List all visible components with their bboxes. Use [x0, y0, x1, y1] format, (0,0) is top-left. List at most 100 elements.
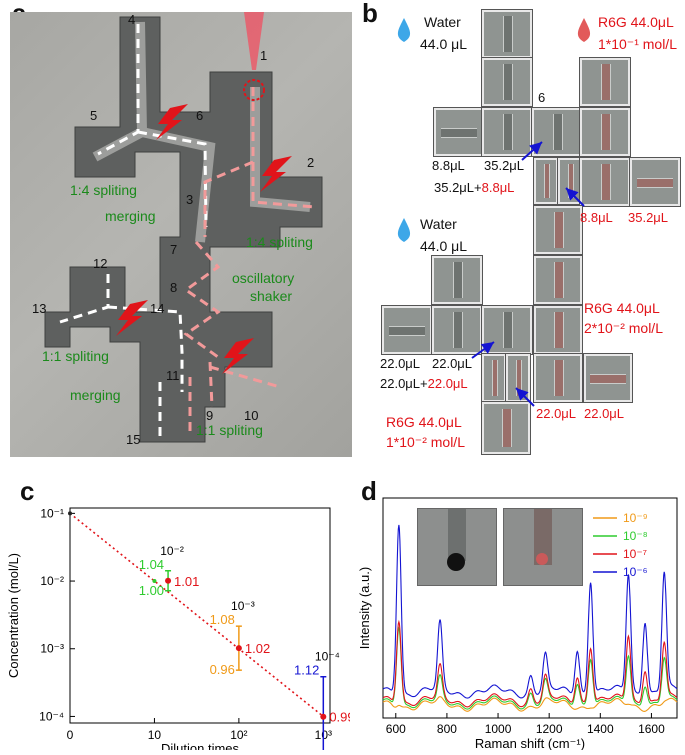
node-9: 9: [206, 408, 214, 423]
x-tick-label: 1400: [587, 722, 614, 736]
water-drop-icon: [397, 18, 411, 42]
panel-d: d 600 800 1000 1200 1400 1600 Raman shift (cm⁻…: [355, 476, 685, 751]
node-14: 14: [150, 301, 165, 316]
arrow: [521, 141, 543, 161]
spectrum-line: [382, 619, 678, 708]
x-tick-label: 10²: [230, 728, 247, 742]
measurement-point: [320, 713, 327, 720]
node-3: 3: [186, 192, 194, 207]
reference-line: [69, 512, 324, 718]
right-volume-b: 35.2μL: [628, 210, 669, 225]
bottom-right-volume-b: 22.0μL: [584, 406, 625, 421]
node-10: 10: [244, 408, 259, 423]
node-4: 4: [128, 12, 136, 27]
node-1: 1: [260, 48, 268, 63]
annot-1-1-splitting-bottom: 1:1 spliting: [196, 422, 263, 438]
exponent-label: 10⁻⁴: [315, 650, 340, 664]
r6g-top-concentration: 1*10⁻¹ mol/L: [598, 36, 677, 52]
legend-label: 10⁻⁸: [623, 529, 648, 543]
r6g-mid-label: R6G 44.0μL: [584, 300, 660, 316]
water-drop-icon: [397, 218, 411, 242]
node-2: 2: [307, 155, 315, 170]
tile: [482, 108, 532, 156]
panel-a: a: [0, 0, 360, 462]
measurement-label: 0.99: [329, 710, 350, 725]
panel-b-label: b: [362, 0, 378, 28]
plot-frame: [382, 497, 678, 719]
x-tick-label: 800: [437, 722, 457, 736]
node-8: 8: [170, 280, 178, 295]
panel-b: b Water 44.0 μL R6G 44.0μL 1*10⁻¹ mol/L …: [362, 0, 685, 462]
annot-shaker: shaker: [250, 288, 293, 304]
reference-point: [152, 579, 157, 584]
lower-ratio-label: 0.96: [210, 662, 235, 677]
annot-1-1-splitting-left: 1:1 spliting: [42, 348, 109, 364]
measurement-label: 1.01: [174, 574, 199, 589]
left-volume-a: 8.8μL: [432, 158, 465, 173]
chip-photo: 1 2 3 4 5 6 7 8 9 10 11 12 13 14 15 1:4 …: [10, 12, 352, 457]
panel-c: c 0 10 10² 10³ 10⁻¹ 10⁻² 10⁻³ 10⁻⁴ Dilution time…: [0, 476, 355, 755]
node-6-label: 6: [538, 90, 546, 105]
x-axis-label: Raman shift (cm⁻¹): [475, 736, 585, 750]
tile: [580, 58, 630, 106]
x-tick-label: 1200: [536, 722, 563, 736]
tile: [630, 158, 680, 206]
arrow: [471, 341, 495, 359]
upper-ratio-label: 1.12: [294, 663, 319, 678]
panel-c-label: c: [20, 476, 35, 506]
tile: [534, 256, 582, 304]
node-12: 12: [93, 256, 108, 271]
annot-merging-top: merging: [105, 208, 156, 224]
tile: [382, 306, 432, 354]
x-tick-label: 1600: [638, 722, 665, 736]
r6g-drop-icon: [577, 18, 591, 42]
inset-photo-before: [417, 508, 497, 586]
spectrum-line: [382, 626, 678, 710]
x-axis-label: Dilution times: [161, 741, 240, 750]
annot-1-4-splitting-right: 1:4 spliting: [246, 234, 313, 250]
reference-point: [68, 511, 72, 516]
inset-photo-after: [503, 508, 583, 586]
spectrum-line: [382, 524, 678, 699]
tile: [432, 306, 482, 354]
mix-top-r6g: 8.8μL: [481, 180, 515, 195]
annot-oscillatory: oscillatory: [232, 270, 295, 286]
x-tick-label: 1000: [485, 722, 512, 736]
r6g-mid-concentration: 2*10⁻² mol/L: [584, 320, 663, 336]
water-mid-volume: 44.0 μL: [420, 238, 467, 254]
left-volume-b: 35.2μL: [484, 158, 525, 173]
tile: [482, 58, 532, 106]
tile: [584, 354, 632, 402]
r6g-top-label: R6G 44.0μL: [598, 14, 674, 30]
tile: [534, 306, 582, 354]
measurement-point: [165, 577, 172, 584]
bottom-right-volume-a: 22.0μL: [536, 406, 577, 421]
y-tick-label: 10⁻⁴: [39, 709, 64, 723]
upper-ratio-label: 1.08: [210, 612, 235, 627]
exponent-label: 10⁻³: [231, 599, 255, 613]
node-15: 15: [126, 432, 141, 447]
plot-frame: [69, 507, 331, 724]
tile: [580, 158, 630, 206]
panel-d-label: d: [361, 476, 377, 506]
lower-ratio-label: 1.00: [139, 583, 164, 598]
mix-bottom-water: 22.0μL+: [380, 376, 428, 391]
node-5: 5: [90, 108, 98, 123]
tile: [580, 108, 630, 156]
spectrum-line: [382, 696, 678, 712]
arrow: [515, 387, 535, 407]
node-7: 7: [170, 242, 178, 257]
x-tick-label: 600: [386, 722, 406, 736]
x-tick-label: 10: [148, 728, 162, 742]
tile: [432, 256, 482, 304]
water-top-label: Water: [424, 14, 461, 30]
tile: [482, 402, 530, 454]
measurement-point: [235, 645, 242, 652]
annot-1-4-splitting-left: 1:4 spliting: [70, 182, 137, 198]
upper-ratio-label: 1.04: [139, 557, 164, 572]
raman-chart: 600 800 1000 1200 1400 1600 Raman shift (cm⁻¹)…: [357, 497, 678, 751]
water-mid-label: Water: [420, 216, 457, 232]
mix-bottom: 22.0μL+22.0μL: [380, 376, 468, 391]
node-6: 6: [196, 108, 204, 123]
